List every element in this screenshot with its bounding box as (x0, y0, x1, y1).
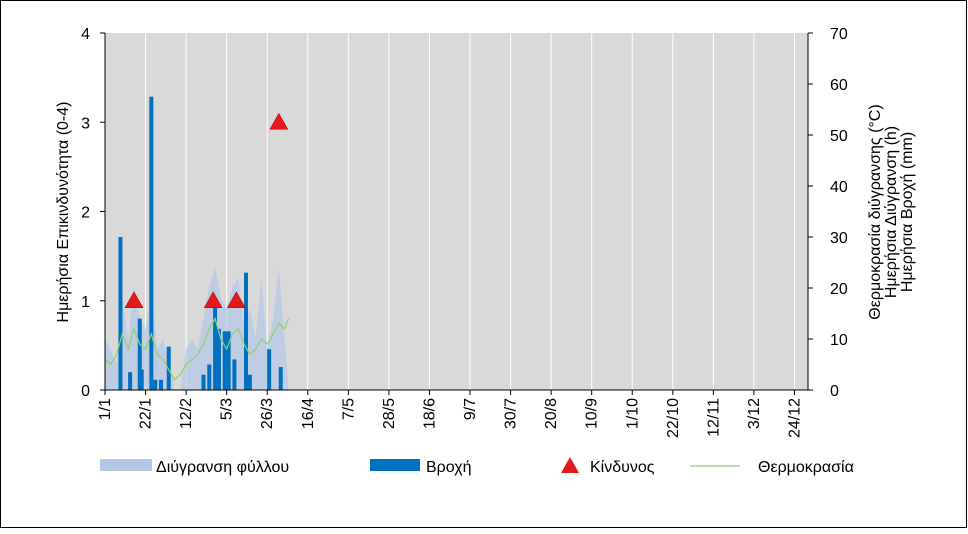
y2-axis-label: Θερμοκρασία διύγρανσης (°C) (867, 104, 884, 319)
y2-axis-label: Ημερήσια Βροχή (mm) (899, 132, 916, 292)
bar (278, 367, 283, 390)
bar (216, 328, 221, 390)
bar (243, 272, 248, 390)
x-tick-label: 1/10 (624, 398, 641, 429)
y2-axis-label: Ημερήσια Διύγρανση (h) (883, 126, 900, 298)
legend-label: Διύγρανση φύλλου (156, 459, 289, 476)
bar (201, 374, 206, 390)
x-tick-label: 12/2 (178, 398, 195, 429)
bar (149, 96, 154, 390)
y2-tick-label: 40 (830, 179, 848, 196)
y-axis-label: Ημερήσια Επικινδυνότητα (0-4) (55, 102, 72, 323)
x-tick-label: 26/3 (259, 398, 276, 429)
legend-label: Θερμοκρασία (758, 459, 854, 476)
x-tick-label: 20/8 (543, 398, 560, 429)
y2-tick-label: 20 (830, 281, 848, 298)
x-tick-label: 28/5 (381, 398, 398, 429)
legend-swatch (100, 459, 152, 471)
legend-label: Κίνδυνος (590, 459, 655, 476)
y-tick-label: 1 (81, 294, 90, 311)
bar (139, 369, 144, 390)
y2-tick-label: 0 (830, 383, 839, 400)
y2-tick-label: 10 (830, 332, 848, 349)
marker (203, 291, 223, 308)
bar (128, 372, 133, 390)
y2-tick-label: 30 (830, 230, 848, 247)
marker (226, 291, 246, 308)
y-tick-label: 0 (81, 383, 90, 400)
bar (267, 349, 272, 390)
x-tick-label: 10/9 (584, 398, 601, 429)
y2-tick-label: 70 (830, 26, 848, 43)
x-tick-label: 16/4 (300, 398, 317, 429)
bar (166, 346, 171, 390)
y2-tick-label: 60 (830, 77, 848, 94)
legend-label: Βροχή (426, 459, 472, 476)
x-tick-label: 3/12 (746, 398, 763, 429)
x-tick-label: 12/11 (705, 398, 722, 437)
x-tick-label: 5/3 (219, 398, 236, 420)
y-tick-label: 2 (81, 205, 90, 222)
bar (213, 303, 218, 390)
y-tick-label: 4 (81, 26, 90, 43)
x-tick-label: 1/1 (97, 398, 114, 420)
x-tick-label: 30/7 (503, 398, 520, 429)
bar (153, 379, 158, 390)
line (104, 317, 290, 381)
y-tick-label: 3 (81, 115, 90, 132)
bar (118, 237, 123, 390)
y2-tick-label: 50 (830, 128, 848, 145)
bar (247, 374, 252, 390)
x-tick-label: 7/5 (340, 398, 357, 420)
bar (226, 331, 231, 390)
x-tick-label: 24/12 (786, 398, 803, 438)
bar (232, 359, 237, 390)
x-tick-label: 9/7 (462, 398, 479, 420)
bar (207, 364, 212, 390)
marker (269, 112, 289, 130)
bar (222, 331, 227, 390)
marker (124, 291, 144, 308)
x-tick-label: 22/10 (665, 398, 682, 438)
x-tick-label: 22/1 (138, 398, 155, 429)
legend-swatch (561, 457, 579, 473)
bar (159, 379, 164, 390)
x-tick-label: 18/6 (421, 398, 438, 429)
legend-swatch (370, 459, 420, 471)
bar (137, 318, 142, 390)
